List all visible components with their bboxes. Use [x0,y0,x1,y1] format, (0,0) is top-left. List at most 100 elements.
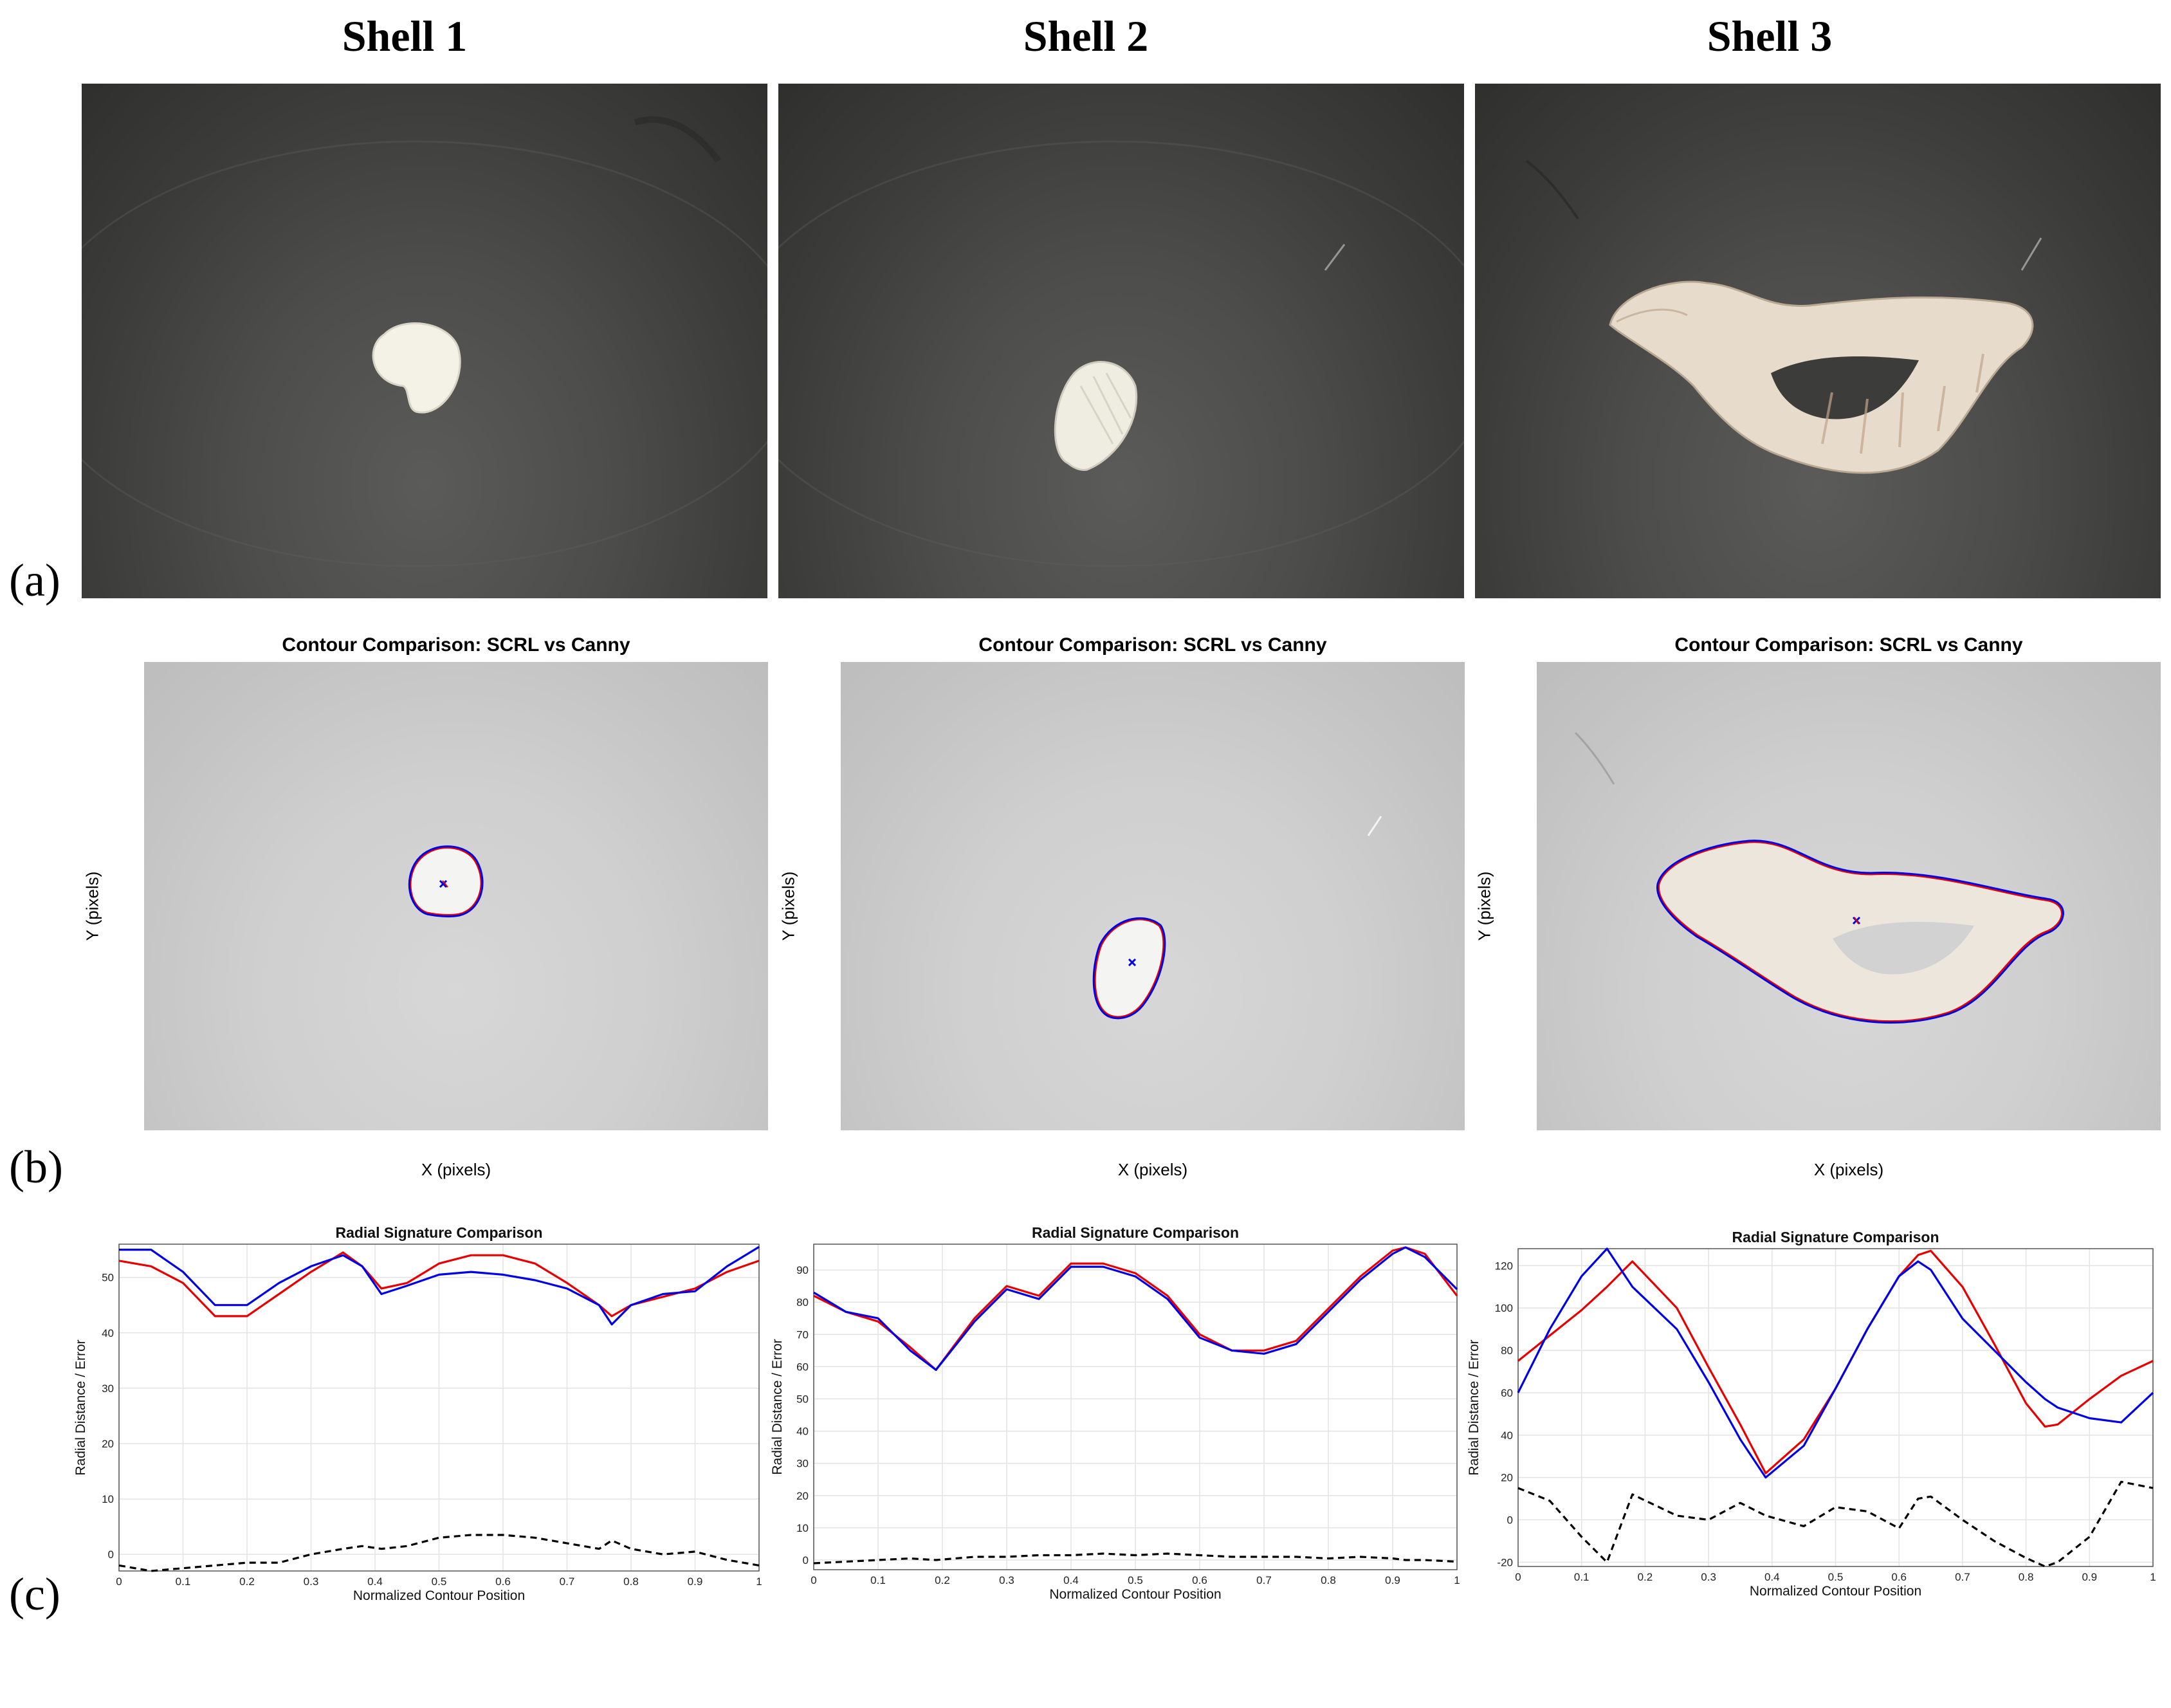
y-tick-label: 20 [1501,1472,1513,1484]
y-tick-label: 10 [796,1522,809,1534]
chart-title: Radial Signature Comparison [1732,1229,1939,1245]
x-tick-label: 0.8 [1321,1574,1336,1586]
x-tick-label: 0.8 [623,1575,639,1588]
x-tick-label: 0.6 [1192,1574,1207,1586]
y-tick-label: 40 [1501,1429,1513,1442]
panel-label-b: (b) [9,1141,63,1193]
y-tick-label: 120 [1495,1260,1513,1272]
x-tick-label: 1 [1454,1574,1460,1586]
contour-title-3: Contour Comparison: SCRL vs Canny [1674,634,2023,656]
x-tick-label: 0.4 [1764,1571,1780,1583]
x-tick-label: 0.9 [1385,1574,1400,1586]
x-tick-label: 1 [2150,1571,2156,1583]
shell-2-photo [778,84,1464,598]
plot-frame [1517,1248,2154,1567]
x-tick-label: 0.6 [1891,1571,1907,1583]
x-tick-label: 0.2 [935,1574,950,1586]
x-tick-label: 0.7 [1256,1574,1272,1586]
x-tick-label: 0.8 [2019,1571,2034,1583]
chart-title: Radial Signature Comparison [335,1224,542,1241]
y-tick-label: 30 [102,1382,114,1395]
x-tick-label: 0.2 [239,1575,255,1588]
shell-3-heading: Shell 3 [1707,12,1833,60]
contour-image-1 [144,662,768,1130]
x-tick-label: 0.5 [432,1575,447,1588]
y-tick-label: 50 [796,1393,809,1405]
y-tick-label: 50 [102,1272,114,1284]
series-line-blue [1517,1247,2154,1479]
panel-label-c: (c) [9,1568,60,1620]
y-tick-label: 70 [796,1328,809,1341]
radial-chart-2: 0 0.1 0.2 0.3 0.4 0.5 0.6 0.7 0.8 0.9 1 0 10 20 30 40 50… [767,1216,1465,1615]
x-tick-label: 0.1 [1574,1571,1589,1583]
x-tick-label: 0.9 [2082,1571,2097,1583]
chart-ylabel: Radial Distance / Error [73,1339,88,1475]
y-tick-label: 100 [1495,1302,1513,1314]
x-tick-label: 0.3 [304,1575,319,1588]
y-tick-label: 0 [803,1554,809,1566]
y-tick-label: 60 [1501,1387,1513,1399]
panel-label-a: (a) [9,555,60,606]
shell-2-heading: Shell 2 [1023,12,1149,60]
radial-chart-1: 0 0.1 0.2 0.3 0.4 0.5 0.6 0.7 0.8 0.9 1 0 10 20 30 40 50… [71,1216,769,1615]
chart-title: Radial Signature Comparison [1032,1224,1239,1241]
x-tick-label: 0.7 [1955,1571,1970,1583]
series-line-blue [813,1246,1458,1371]
series-line-black [1517,1480,2154,1568]
shell-1-heading: Shell 1 [342,12,468,60]
y-tick-label: 10 [102,1493,114,1505]
centroid-marker-2 [1128,958,1137,967]
x-tick-label: 0.4 [1063,1574,1079,1586]
series-line-black [813,1552,1458,1565]
y-tick-label: 90 [796,1264,809,1276]
y-tick-label: 0 [108,1548,114,1561]
contour-xlabel-1: X (pixels) [421,1160,491,1179]
x-tick-label: 0.7 [560,1575,575,1588]
x-tick-label: 0.3 [1701,1571,1716,1583]
chart-xlabel: Normalized Contour Position [1750,1584,1921,1599]
y-tick-label: 0 [1507,1514,1513,1527]
shell-1-photo [82,84,767,598]
contour-xlabel-2: X (pixels) [1117,1160,1188,1179]
x-tick-label: 0 [811,1574,816,1586]
x-tick-label: 0.5 [1128,1574,1143,1586]
series-line-red [813,1246,1458,1371]
x-tick-label: 0.1 [870,1574,886,1586]
radial-chart-3: 0 0.1 0.2 0.3 0.4 0.5 0.6 0.7 0.8 0.9 1 -20 0 20 40 60 8… [1464,1216,2162,1615]
plot-frame [118,1244,760,1572]
y-tick-label: 30 [796,1458,809,1470]
y-tick-label: 40 [102,1327,114,1339]
x-tick-label: 0.9 [688,1575,703,1588]
contour-ylabel-3: Y (pixels) [1474,871,1494,941]
contour-xlabel-3: X (pixels) [1813,1160,1884,1179]
x-tick-label: 0.1 [176,1575,191,1588]
centroid-marker-1 [439,879,448,888]
x-tick-label: 0 [1515,1571,1521,1583]
x-tick-label: 1 [756,1575,762,1588]
contour-title-2: Contour Comparison: SCRL vs Canny [978,634,1327,656]
chart-ylabel: Radial Distance / Error [770,1339,785,1474]
x-tick-label: 0.6 [495,1575,511,1588]
contour-ylabel-2: Y (pixels) [778,871,798,941]
y-tick-label: 80 [796,1296,809,1309]
x-tick-label: 0.5 [1828,1571,1844,1583]
x-tick-label: 0.3 [999,1574,1014,1586]
chart-xlabel: Normalized Contour Position [353,1588,525,1603]
contour-image-3 [1537,662,2161,1130]
contour-title-1: Contour Comparison: SCRL vs Canny [282,634,630,656]
chart-ylabel: Radial Distance / Error [1467,1339,1481,1475]
x-tick-label: 0.2 [1638,1571,1653,1583]
series-line-blue [119,1245,760,1326]
y-tick-label: -20 [1497,1556,1513,1568]
y-tick-label: 20 [102,1438,114,1450]
x-tick-label: 0 [116,1575,122,1588]
contour-ylabel-1: Y (pixels) [82,871,102,941]
contour-image-2 [841,662,1465,1130]
y-tick-label: 80 [1501,1345,1513,1357]
y-tick-label: 60 [796,1361,809,1373]
shell-3-photo [1475,84,2161,598]
x-tick-label: 0.4 [367,1575,383,1588]
y-tick-label: 40 [796,1426,809,1438]
chart-xlabel: Normalized Contour Position [1049,1587,1221,1602]
y-tick-label: 20 [796,1490,809,1502]
